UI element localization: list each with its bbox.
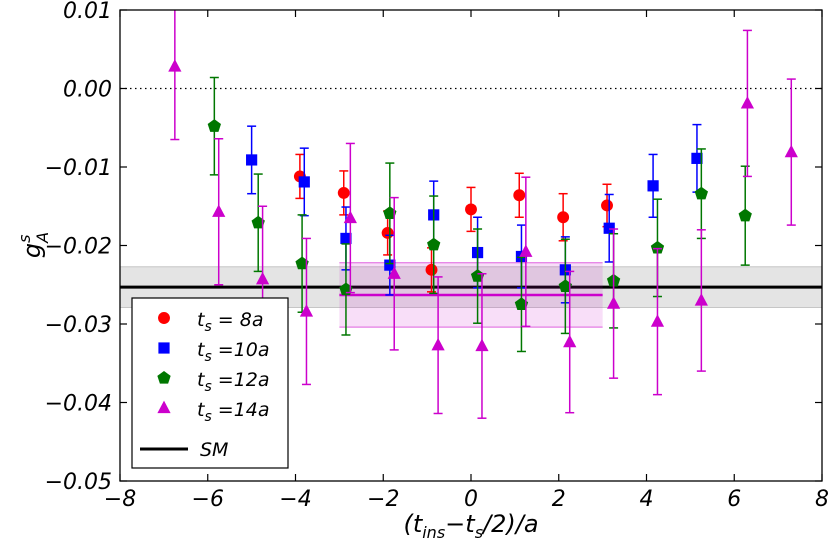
data-point [647,180,659,192]
y-tick-label: −0.01 [45,156,112,181]
x-tick-label: −6 [192,487,224,512]
y-tick-label: −0.02 [45,235,112,260]
data-point [740,96,755,109]
series-1 [293,153,613,293]
legend: ts = 8a ts =10a ts =12a ts =14a SM [131,297,289,469]
data-point [603,222,615,234]
data-point [465,203,477,216]
data-point [337,186,350,199]
data-point [563,334,577,348]
y-tick-label: −0.04 [45,392,112,417]
legend-label: ts = 8a [197,309,263,335]
legend-marker [158,312,170,324]
data-point [295,256,309,270]
data-point [212,204,226,217]
data-point [606,296,621,309]
data-point [694,293,708,306]
y-axis-label: gAs [15,232,52,258]
data-point [650,240,665,254]
data-point [475,338,489,352]
data-point [558,279,572,292]
data-point [168,59,182,72]
data-point [514,297,529,311]
x-tick-label: 2 [552,487,566,512]
data-point [431,337,445,351]
x-tick-label: 4 [640,487,654,512]
series-4 [168,10,798,419]
data-point [470,269,485,282]
y-tick-label: 0.01 [63,0,112,24]
x-tick-label: −8 [104,487,136,512]
legend-label: ts =14a [197,399,270,425]
data-point [340,232,352,245]
data-point [694,186,708,200]
data-point [691,152,703,164]
data-point [519,244,533,257]
series-layer [168,10,798,419]
x-tick-label: −2 [367,487,399,512]
y-tick-label: −0.05 [45,470,112,495]
data-point [246,154,258,166]
data-point [513,189,526,202]
x-tick-label: −4 [279,487,311,512]
legend-marker [157,400,171,414]
series-3 [207,76,752,353]
data-point [650,314,665,327]
data-point [343,210,357,224]
data-point [557,211,570,224]
legend-label: ts =12a [197,369,270,395]
data-point [251,215,265,229]
ticks-layer: −8 −6 −4 −2 0 2 4 6 8 0.01 0.00 −0.01 −0.02 −0.03 −0.0… [45,0,829,512]
data-point [381,226,394,239]
data-point [207,119,221,132]
x-tick-label: 0 [464,487,478,512]
y-tick-label: −0.03 [45,313,112,338]
legend-box [131,297,289,469]
data-point [384,259,396,271]
x-tick-label: 6 [727,487,741,512]
data-point [298,176,310,188]
x-axis-label: (tins−ts/2)/a [403,510,538,540]
data-point [383,206,397,219]
data-point [601,199,613,212]
data-point [255,271,270,285]
data-point [387,266,401,279]
data-point [425,263,438,276]
legend-marker [157,371,171,384]
data-point [427,237,441,251]
data-point [738,208,752,222]
data-point [784,144,798,158]
data-point [299,304,314,317]
legend-marker [158,342,170,354]
legend-label: ts =10a [197,339,270,365]
x-tick-label: 8 [815,487,829,512]
legend-sm-label: SM [200,439,228,461]
y-tick-label: 0.00 [63,78,112,103]
